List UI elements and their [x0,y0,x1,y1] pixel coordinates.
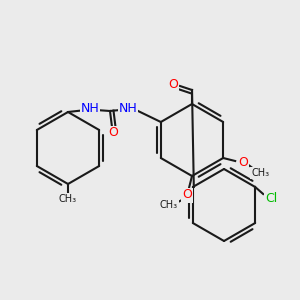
Text: NH: NH [81,103,99,116]
Text: O: O [168,79,178,92]
Text: O: O [182,188,192,202]
Text: CH₃: CH₃ [160,200,178,210]
Text: NH: NH [118,103,137,116]
Text: CH₃: CH₃ [251,168,269,178]
Text: O: O [108,127,118,140]
Text: Cl: Cl [265,193,277,206]
Text: O: O [238,157,248,169]
Text: CH₃: CH₃ [59,194,77,204]
